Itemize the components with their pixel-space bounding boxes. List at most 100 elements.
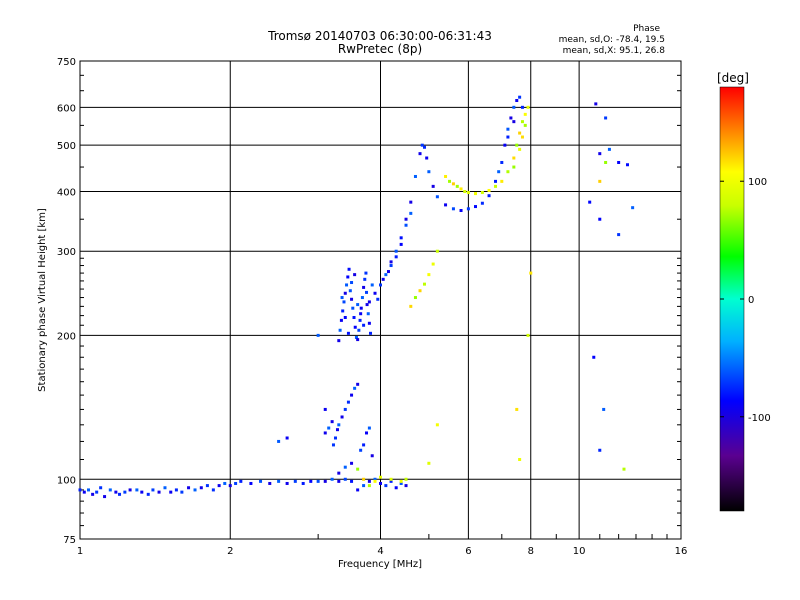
data-point-X <box>526 333 530 337</box>
data-point-X <box>356 467 360 471</box>
data-point-O <box>108 488 112 492</box>
data-point-O <box>588 200 592 204</box>
data-point-O <box>384 484 388 488</box>
data-point-O <box>473 205 477 209</box>
data-point-O <box>82 490 86 494</box>
data-point-O <box>520 105 524 109</box>
data-point-O <box>333 436 337 440</box>
data-point-O <box>316 333 320 337</box>
data-point-O <box>353 325 357 329</box>
data-point-X <box>413 296 417 300</box>
data-point-O <box>146 492 150 496</box>
data-point-X <box>463 189 467 193</box>
data-point-O <box>376 297 380 301</box>
data-point-O <box>340 296 344 300</box>
data-point-X <box>520 135 524 139</box>
data-point-O <box>367 300 371 304</box>
data-point-O <box>367 426 371 430</box>
data-point-X <box>427 273 431 277</box>
data-point-X <box>518 147 522 151</box>
data-point-O <box>285 481 289 485</box>
phase-stats-o: mean, sd,O: -78.4, 19.5 <box>559 35 665 45</box>
x-tick-label: 2 <box>227 546 233 557</box>
data-point-O <box>500 160 504 164</box>
data-point-O <box>362 443 366 447</box>
data-point-O <box>357 328 361 332</box>
data-point-O <box>373 291 377 295</box>
data-point-O <box>301 481 305 485</box>
data-point-O <box>340 415 344 419</box>
data-point-O <box>331 443 335 447</box>
data-point-O <box>341 309 345 313</box>
data-point-O <box>503 143 507 147</box>
data-point-O <box>625 163 629 167</box>
data-point-O <box>205 484 209 488</box>
data-point-O <box>399 236 403 240</box>
data-point-O <box>323 431 327 435</box>
data-point-X <box>494 184 498 188</box>
data-point-O <box>356 488 360 492</box>
data-point-O <box>404 217 408 221</box>
data-point-O <box>356 338 360 342</box>
data-point-O <box>343 465 347 469</box>
y-tick-label: 100 <box>57 475 76 486</box>
data-point-X <box>520 120 524 124</box>
data-point-O <box>364 271 368 275</box>
data-point-O <box>335 428 339 432</box>
data-point-O <box>353 273 357 277</box>
data-point-O <box>602 407 606 411</box>
data-point-X <box>427 461 431 465</box>
data-point-O <box>293 479 297 483</box>
data-point-O <box>114 490 118 494</box>
data-point-O <box>323 479 327 483</box>
data-point-O <box>343 477 347 481</box>
data-point-O <box>174 488 178 492</box>
data-point-X <box>523 123 527 127</box>
data-point-O <box>347 267 351 271</box>
data-point-X <box>480 191 484 195</box>
data-point-O <box>309 479 313 483</box>
data-point-X <box>362 477 366 481</box>
data-point-X <box>518 131 522 135</box>
data-point-O <box>151 488 155 492</box>
y-axis-label: Stationary phase Virtual Height [km] <box>37 208 48 392</box>
data-point-X <box>379 475 382 479</box>
data-point-O <box>427 170 431 174</box>
data-point-O <box>598 217 602 221</box>
data-point-O <box>359 448 363 452</box>
data-point-O <box>487 194 491 198</box>
data-point-X <box>409 304 413 308</box>
data-point-O <box>351 306 355 310</box>
data-point-O <box>217 484 221 488</box>
data-point-X <box>455 184 459 188</box>
data-point-O <box>369 331 373 335</box>
data-point-X <box>506 170 510 174</box>
y-tick-label: 400 <box>57 187 76 198</box>
data-point-O <box>399 242 403 246</box>
data-point-O <box>234 481 238 485</box>
data-point-O <box>259 479 263 483</box>
data-point-O <box>512 120 516 124</box>
data-point-O <box>337 479 341 483</box>
data-point-X <box>512 165 516 169</box>
data-point-X <box>518 457 522 461</box>
colorbar-tick-label: 0 <box>748 295 754 306</box>
data-point-O <box>346 400 350 404</box>
data-point-O <box>394 486 398 490</box>
data-point-O <box>594 102 598 106</box>
data-point-X <box>512 156 516 160</box>
data-point-O <box>370 283 374 287</box>
data-point-X <box>487 188 491 192</box>
data-point-O <box>199 486 203 490</box>
data-point-X <box>367 484 371 488</box>
data-point-O <box>277 439 281 443</box>
data-point-O <box>444 203 448 207</box>
data-point-O <box>350 297 354 301</box>
data-point-O <box>459 209 463 213</box>
data-point-O <box>362 323 366 327</box>
data-point-O <box>409 211 413 215</box>
data-point-O <box>370 454 374 458</box>
data-point-O <box>285 436 289 440</box>
data-point-O <box>598 448 602 452</box>
